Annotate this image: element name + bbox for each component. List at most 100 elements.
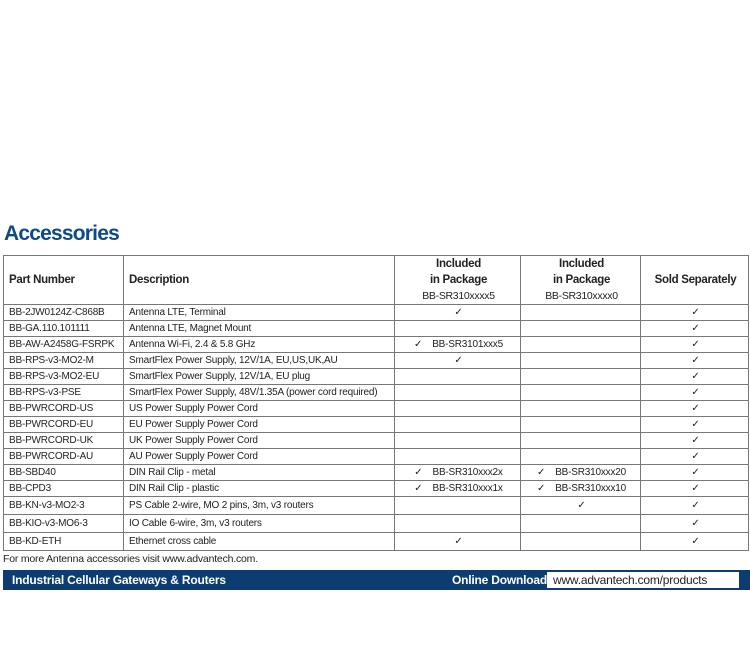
check-icon: ✓: [691, 483, 700, 494]
table-row: BB-PWRCORD-US US Power Supply Power Cord…: [3, 400, 749, 417]
sold-cell: ✓: [640, 496, 749, 515]
inc2-model: BB-SR310xxx20: [555, 467, 626, 478]
table-row: BB-KIO-v3-MO6-3 IO Cable 6-wire, 3m, v3 …: [3, 514, 749, 533]
table-row: BB-SBD40 DIN Rail Clip - metal ✓ BB-SR310…: [3, 464, 749, 481]
header-line: Included: [559, 258, 604, 270]
header-line: in Package: [552, 274, 611, 286]
accessories-table: Part Number Description Included in Packa…: [3, 255, 749, 551]
inc1-cell: ✓: [394, 352, 521, 369]
inc2-cell: [520, 448, 641, 465]
part-number: BB-KIO-v3-MO6-3: [3, 514, 124, 533]
check-icon: ✓: [691, 435, 700, 446]
check-icon: ✓: [454, 536, 463, 547]
inc2-cell: [520, 336, 641, 353]
table-row: BB-AW-A2458G-FSRPK Antenna Wi-Fi, 2.4 & …: [3, 336, 749, 353]
sold-cell: ✓: [640, 532, 749, 551]
sold-cell: ✓: [640, 400, 749, 417]
inc1-model: BB-SR310xxx2x: [432, 467, 503, 478]
description: IO Cable 6-wire, 3m, v3 routers: [123, 514, 395, 533]
inc2-cell: ✓ BB-SR310xxx20: [520, 464, 641, 481]
inc2-cell: [520, 514, 641, 533]
inc2-cell: [520, 400, 641, 417]
banner-title: Industrial Cellular Gateways & Routers: [12, 573, 226, 587]
sold-cell: ✓: [640, 368, 749, 385]
table-header-row: Part Number Description Included in Packa…: [3, 255, 749, 305]
inc2-cell: [520, 432, 641, 449]
check-icon: ✓: [537, 467, 546, 478]
sold-cell: ✓: [640, 336, 749, 353]
part-number: BB-PWRCORD-EU: [3, 416, 124, 433]
table-row: BB-PWRCORD-AU AU Power Supply Power Cord…: [3, 448, 749, 465]
description: Antenna LTE, Terminal: [123, 304, 395, 321]
description: Antenna LTE, Magnet Mount: [123, 320, 395, 337]
inc1-model: BB-SR3101xxx5: [432, 339, 503, 350]
check-icon: ✓: [454, 307, 463, 318]
check-icon: ✓: [691, 307, 700, 318]
table-row: BB-CPD3 DIN Rail Clip - plastic ✓ BB-SR31…: [3, 480, 749, 497]
sold-cell: ✓: [640, 464, 749, 481]
check-icon: ✓: [454, 355, 463, 366]
description: AU Power Supply Power Cord: [123, 448, 395, 465]
description: SmartFlex Power Supply, 48V/1.35A (power…: [123, 384, 395, 401]
sold-cell: ✓: [640, 514, 749, 533]
inc1-cell: ✓ BB-SR3101xxx5: [394, 336, 521, 353]
check-icon: ✓: [691, 339, 700, 350]
download-url-link[interactable]: www.advantech.com/products: [547, 572, 739, 588]
check-icon: ✓: [691, 500, 700, 511]
part-number: BB-2JW0124Z-C868B: [3, 304, 124, 321]
header-included-5: Included in Package BB-SR310xxxx5: [394, 255, 521, 305]
inc2-cell: [520, 352, 641, 369]
check-icon: ✓: [414, 483, 423, 494]
inc1-cell: [394, 448, 521, 465]
inc1-cell: [394, 416, 521, 433]
check-icon: ✓: [691, 419, 700, 430]
header-model: BB-SR310xxxx5: [422, 290, 495, 302]
part-number: BB-RPS-v3-MO2-EU: [3, 368, 124, 385]
header-part-number: Part Number: [3, 255, 124, 305]
header-sold-separately: Sold Separately: [640, 255, 749, 305]
part-number: BB-KD-ETH: [3, 532, 124, 551]
header-line: in Package: [429, 274, 488, 286]
part-number: BB-RPS-v3-PSE: [3, 384, 124, 401]
sold-cell: ✓: [640, 304, 749, 321]
inc2-cell: [520, 320, 641, 337]
inc2-cell: [520, 384, 641, 401]
inc1-cell: ✓: [394, 532, 521, 551]
inc2-model: BB-SR310xxx10: [555, 483, 626, 494]
footnote: For more Antenna accessories visit www.a…: [3, 553, 258, 565]
inc2-cell: ✓ BB-SR310xxx10: [520, 480, 641, 497]
header-description: Description: [123, 255, 395, 305]
part-number: BB-PWRCORD-UK: [3, 432, 124, 449]
description: US Power Supply Power Cord: [123, 400, 395, 417]
inc1-cell: [394, 496, 521, 515]
check-icon: ✓: [691, 387, 700, 398]
table-row: BB-RPS-v3-MO2-M SmartFlex Power Supply, …: [3, 352, 749, 369]
online-download-label: Online Download: [452, 573, 547, 587]
sold-cell: ✓: [640, 320, 749, 337]
sold-cell: ✓: [640, 384, 749, 401]
part-number: BB-PWRCORD-US: [3, 400, 124, 417]
table-row: BB-RPS-v3-PSE SmartFlex Power Supply, 48…: [3, 384, 749, 401]
check-icon: ✓: [414, 339, 423, 350]
description: DIN Rail Clip - metal: [123, 464, 395, 481]
inc1-cell: [394, 400, 521, 417]
description: UK Power Supply Power Cord: [123, 432, 395, 449]
sold-cell: ✓: [640, 480, 749, 497]
inc1-cell: ✓: [394, 304, 521, 321]
inc1-cell: [394, 320, 521, 337]
check-icon: ✓: [577, 500, 586, 511]
description: Ethernet cross cable: [123, 532, 395, 551]
inc1-cell: [394, 432, 521, 449]
header-line: Included: [436, 258, 481, 270]
part-number: BB-SBD40: [3, 464, 124, 481]
check-icon: ✓: [691, 355, 700, 366]
check-icon: ✓: [414, 467, 423, 478]
inc1-cell: [394, 384, 521, 401]
description: SmartFlex Power Supply, 12V/1A, EU plug: [123, 368, 395, 385]
table-row: BB-2JW0124Z-C868B Antenna LTE, Terminal …: [3, 304, 749, 321]
description: EU Power Supply Power Cord: [123, 416, 395, 433]
inc2-cell: [520, 532, 641, 551]
inc1-cell: ✓ BB-SR310xxx1x: [394, 480, 521, 497]
header-included-0: Included in Package BB-SR310xxxx0: [520, 255, 641, 305]
description: DIN Rail Clip - plastic: [123, 480, 395, 497]
